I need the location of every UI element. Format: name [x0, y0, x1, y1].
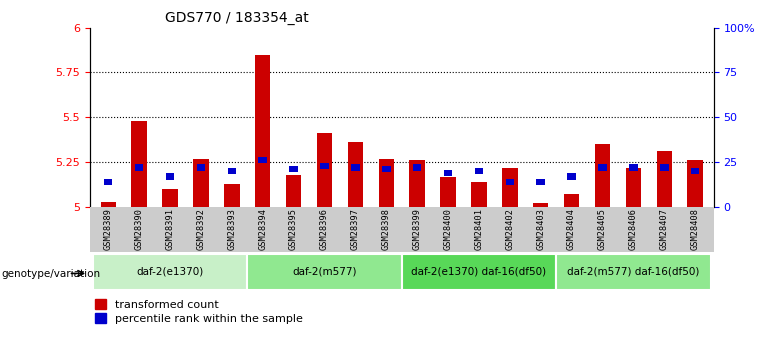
- Bar: [247, 254, 402, 289]
- Bar: [197, 165, 205, 171]
- Bar: [93, 254, 247, 289]
- Legend: transformed count, percentile rank within the sample: transformed count, percentile rank withi…: [95, 299, 303, 324]
- Text: GSM28395: GSM28395: [289, 208, 298, 250]
- Bar: [224, 184, 239, 207]
- Bar: [317, 134, 332, 207]
- Bar: [556, 254, 711, 289]
- Bar: [193, 159, 208, 207]
- Bar: [413, 165, 421, 171]
- Text: genotype/variation: genotype/variation: [2, 269, 101, 279]
- Bar: [410, 160, 425, 207]
- Bar: [629, 165, 637, 171]
- Text: GSM28406: GSM28406: [629, 208, 638, 250]
- Text: GSM28399: GSM28399: [413, 208, 422, 250]
- Bar: [289, 166, 298, 172]
- Text: GSM28393: GSM28393: [227, 208, 236, 250]
- Bar: [101, 201, 116, 207]
- Text: GSM28407: GSM28407: [660, 208, 668, 250]
- Bar: [378, 159, 394, 207]
- Text: daf-2(e1370) daf-16(df50): daf-2(e1370) daf-16(df50): [411, 267, 547, 277]
- Text: GSM28389: GSM28389: [104, 208, 113, 250]
- Bar: [471, 182, 487, 207]
- Text: GSM28390: GSM28390: [135, 208, 144, 250]
- Bar: [441, 177, 456, 207]
- Bar: [691, 168, 700, 174]
- Bar: [255, 55, 271, 207]
- Bar: [402, 254, 556, 289]
- Bar: [258, 157, 267, 164]
- Bar: [166, 174, 174, 180]
- Text: daf-2(m577) daf-16(df50): daf-2(m577) daf-16(df50): [567, 267, 700, 277]
- Bar: [348, 142, 363, 207]
- Text: GSM28392: GSM28392: [197, 208, 205, 250]
- Text: GSM28405: GSM28405: [598, 208, 607, 250]
- Bar: [598, 165, 607, 171]
- Bar: [564, 195, 580, 207]
- Bar: [660, 165, 668, 171]
- Text: GSM28408: GSM28408: [690, 208, 700, 250]
- Bar: [104, 179, 112, 185]
- Text: GSM28401: GSM28401: [474, 208, 484, 250]
- Text: GSM28391: GSM28391: [165, 208, 175, 250]
- Text: GSM28404: GSM28404: [567, 208, 576, 250]
- Text: GSM28400: GSM28400: [444, 208, 452, 250]
- Text: GSM28397: GSM28397: [351, 208, 360, 250]
- Text: GSM28402: GSM28402: [505, 208, 514, 250]
- Bar: [537, 179, 545, 185]
- Bar: [626, 168, 641, 207]
- Bar: [382, 166, 391, 172]
- Bar: [135, 165, 144, 171]
- Text: GSM28394: GSM28394: [258, 208, 268, 250]
- Bar: [657, 151, 672, 207]
- Text: GSM28403: GSM28403: [536, 208, 545, 250]
- Bar: [595, 144, 610, 207]
- Bar: [444, 170, 452, 176]
- Bar: [285, 175, 301, 207]
- Text: GSM28398: GSM28398: [381, 208, 391, 250]
- Text: GSM28396: GSM28396: [320, 208, 329, 250]
- Text: daf-2(m577): daf-2(m577): [292, 267, 356, 277]
- Bar: [228, 168, 236, 174]
- Bar: [533, 204, 548, 207]
- Bar: [502, 168, 518, 207]
- Bar: [475, 168, 483, 174]
- Text: GDS770 / 183354_at: GDS770 / 183354_at: [165, 11, 308, 25]
- Bar: [351, 165, 360, 171]
- Bar: [567, 174, 576, 180]
- Bar: [687, 160, 703, 207]
- Text: daf-2(e1370): daf-2(e1370): [136, 267, 204, 277]
- Bar: [505, 179, 514, 185]
- Bar: [131, 121, 147, 207]
- Bar: [162, 189, 178, 207]
- Bar: [321, 162, 328, 169]
